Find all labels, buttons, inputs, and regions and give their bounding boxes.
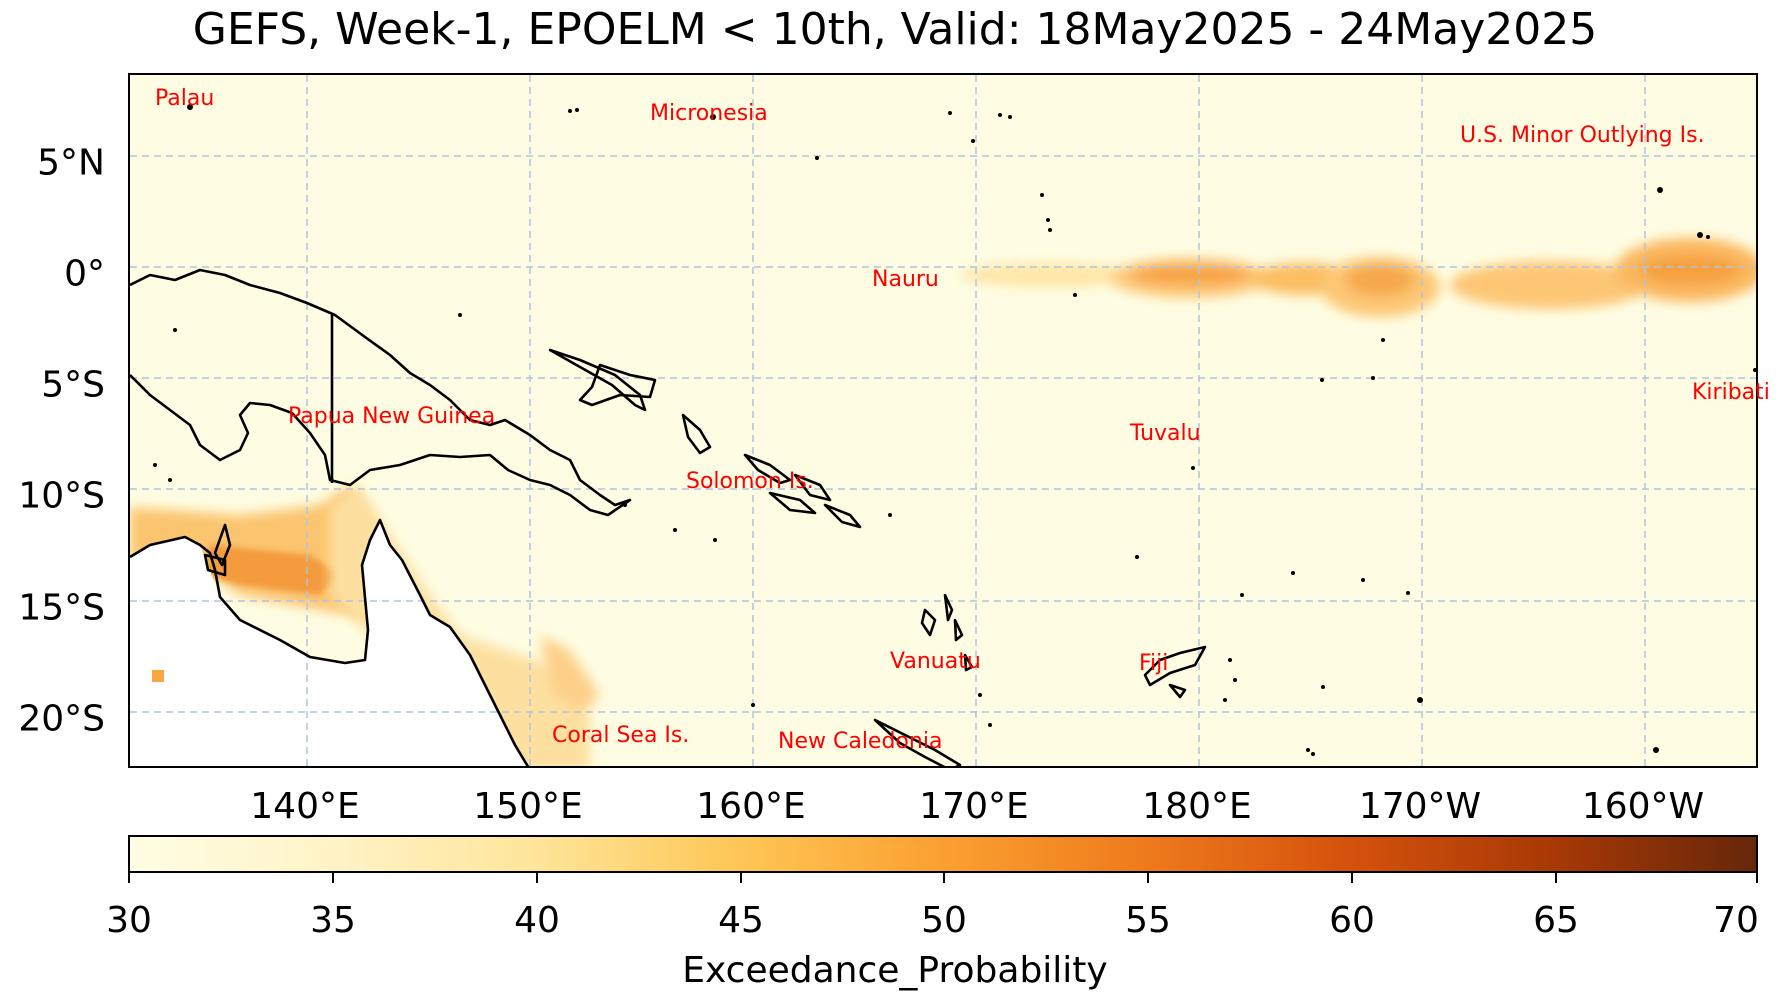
lat-label-0: 0° — [64, 253, 105, 295]
lat-label-15s: 15°S — [18, 587, 105, 629]
place-label-new-caledonia: New Caledonia — [778, 729, 943, 754]
new-britain-coast — [578, 363, 657, 407]
colorbar-tick — [1756, 873, 1758, 883]
place-label-us-minor-outlying-is: U.S. Minor Outlying Is. — [1460, 123, 1705, 148]
place-label-coral-sea-is: Coral Sea Is. — [552, 723, 690, 748]
colorbar-tick-label-50: 50 — [921, 900, 967, 941]
colorbar-tick-label-70: 70 — [1713, 900, 1759, 941]
colorbar-tick — [1555, 873, 1557, 883]
lat-label-20s: 20°S — [18, 698, 105, 740]
colorbar-tick-label-65: 65 — [1533, 900, 1579, 941]
colorbar-tick — [128, 873, 130, 883]
place-label-palau: Palau — [155, 86, 215, 111]
colorbar-title: Exceedance_Probability — [682, 950, 1108, 991]
new-caledonia-coast — [873, 718, 962, 766]
lon-label-160w: 160°W — [1581, 786, 1705, 827]
map-title: GEFS, Week-1, EPOELM < 10th, Valid: 18Ma… — [192, 4, 1598, 55]
place-label-papua-new-guinea: Papua New Guinea — [288, 404, 496, 429]
colorbar — [128, 835, 1758, 873]
map-canvas — [130, 75, 1756, 766]
colorbar-tick-label-55: 55 — [1125, 900, 1171, 941]
colorbar-tick — [1351, 873, 1353, 883]
place-label-kiribati: Kiribati — [1692, 380, 1770, 405]
vanuatu-coast — [920, 593, 974, 672]
colorbar-tick-label-60: 60 — [1329, 900, 1375, 941]
lat-label-5n: 5°N — [37, 142, 105, 184]
lon-label-160e: 160°E — [696, 786, 806, 827]
place-label-fiji: Fiji — [1139, 651, 1169, 676]
place-label-vanuatu: Vanuatu — [890, 649, 981, 674]
lat-label-10s: 10°S — [18, 475, 105, 517]
probability-field — [130, 238, 1756, 766]
place-label-tuvalu: Tuvalu — [1130, 421, 1201, 446]
place-label-micronesia: Micronesia — [650, 101, 768, 126]
colorbar-tick-label-40: 40 — [514, 900, 560, 941]
lon-label-170e: 170°E — [919, 786, 1029, 827]
lon-label-150e: 150°E — [473, 786, 583, 827]
colorbar-tick-label-35: 35 — [310, 900, 356, 941]
small-islands — [153, 104, 1756, 756]
colorbar-tick — [536, 873, 538, 883]
graticule — [130, 75, 1756, 766]
bougainville-coast — [681, 413, 712, 455]
colorbar-tick-label-30: 30 — [106, 900, 152, 941]
lon-label-170w: 170°W — [1358, 786, 1482, 827]
solomon-is-coast — [743, 453, 862, 529]
lon-label-140e: 140°E — [250, 786, 360, 827]
colorbar-tick — [1147, 873, 1149, 883]
place-label-nauru: Nauru — [872, 267, 939, 292]
colorbar-tick — [943, 873, 945, 883]
australia-landmask — [130, 520, 528, 766]
colorbar-tick — [332, 873, 334, 883]
colorbar-tick — [740, 873, 742, 883]
lon-label-180e: 180°E — [1142, 786, 1252, 827]
map-panel — [128, 73, 1758, 768]
isolated-probability-cell — [152, 670, 164, 682]
fiji-coast — [1143, 645, 1207, 699]
place-label-solomon-is: Solomon Is. — [686, 469, 814, 494]
new-guinea-coast — [130, 268, 632, 517]
colorbar-tick-label-45: 45 — [718, 900, 764, 941]
coastlines — [130, 268, 1207, 766]
new-ireland-coast — [548, 348, 647, 412]
equatorial-probability-band — [960, 238, 1756, 317]
lat-label-5s: 5°S — [41, 364, 105, 406]
cape-york-gulf-coast — [203, 523, 232, 577]
